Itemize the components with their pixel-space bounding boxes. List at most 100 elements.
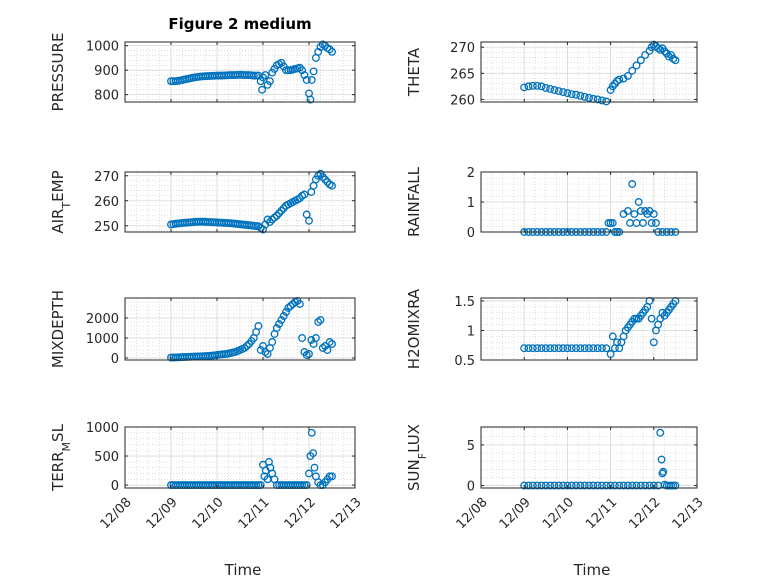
data-point [546, 481, 555, 490]
data-point [219, 71, 228, 80]
data-point [307, 76, 316, 84]
data-point [554, 481, 563, 490]
data-point [323, 346, 332, 354]
data-point [572, 344, 580, 353]
data-point [520, 344, 529, 353]
data-point [576, 91, 585, 100]
data-point [541, 481, 550, 490]
data-point [550, 86, 559, 94]
data-point [224, 71, 233, 80]
y-axis-label: TERRMSL [49, 423, 73, 492]
y-tick-label: 1000 [86, 332, 119, 347]
data-point [639, 219, 647, 227]
data-point [580, 92, 589, 101]
axes-box [124, 297, 356, 361]
data-point [298, 334, 307, 342]
data-point [310, 463, 319, 472]
data-point [554, 344, 563, 353]
data-point [295, 300, 304, 308]
data-point [669, 54, 678, 63]
data-point [580, 481, 589, 490]
data-point [559, 344, 568, 353]
x-tick-label: 12/13 [328, 495, 365, 532]
data-point [215, 350, 224, 359]
data-point [325, 45, 334, 54]
data-point [615, 75, 624, 84]
data-point [256, 346, 265, 354]
y-tick-label: 270 [450, 41, 475, 56]
data-point [272, 324, 281, 332]
data-point [242, 71, 251, 80]
data-point [593, 344, 602, 353]
data-point [272, 211, 281, 220]
y-tick-label: 2 [467, 166, 475, 181]
data-point [524, 481, 533, 490]
data-point [580, 344, 589, 353]
data-point [192, 73, 201, 82]
data-series [167, 297, 336, 362]
data-point [173, 76, 182, 85]
data-point [282, 308, 290, 316]
y-axis-label: RAINFALL [405, 166, 423, 237]
data-point [206, 351, 215, 360]
data-point [323, 178, 332, 186]
data-point [559, 88, 568, 97]
y-tick-label: 0 [111, 352, 119, 367]
data-point [173, 219, 182, 228]
y-axis-label: PRESSURE [49, 33, 67, 112]
data-point [649, 210, 658, 218]
data-point [537, 481, 546, 490]
data-point [265, 77, 274, 86]
data-point [306, 95, 315, 104]
data-point [533, 344, 542, 353]
axes-box [124, 41, 356, 103]
data-point [196, 72, 205, 81]
data-point [652, 219, 660, 227]
data-point [645, 481, 654, 490]
data-point [630, 210, 639, 218]
data-point [647, 314, 656, 323]
y-axis-label: THETA [405, 47, 423, 97]
data-point [550, 344, 559, 353]
y-axis-label: MIXDEPTH [49, 290, 67, 368]
y-tick-label: 900 [94, 64, 119, 79]
data-point [520, 481, 529, 490]
data-point [238, 70, 247, 79]
data-point [270, 213, 279, 222]
y-tick-label: 260 [450, 93, 475, 108]
data-point [256, 223, 265, 232]
data-point [546, 344, 555, 353]
y-tick-label: 270 [94, 170, 119, 185]
figure-title: Figure 2 medium [168, 15, 311, 33]
data-point [608, 332, 617, 341]
data-point [252, 222, 261, 230]
y-tick-label: 1 [467, 324, 475, 339]
data-point [328, 47, 336, 56]
data-point [169, 353, 178, 362]
data-point [628, 481, 637, 490]
data-point [286, 302, 295, 310]
data-series [520, 40, 680, 106]
data-point [537, 344, 546, 353]
data-point [224, 219, 233, 228]
data-point [528, 481, 537, 490]
axes-box [124, 426, 356, 489]
data-point [563, 89, 572, 98]
data-point [563, 344, 572, 353]
data-point [328, 472, 336, 481]
data-point [593, 481, 602, 490]
data-point [328, 181, 336, 190]
data-point [178, 219, 187, 227]
data-point [277, 206, 286, 215]
data-point [524, 82, 533, 91]
data-point [215, 71, 224, 80]
data-point [559, 481, 568, 490]
data-point [602, 481, 611, 490]
x-tick-label: 12/09 [144, 495, 181, 532]
data-point [261, 348, 270, 356]
x-tick-label: 12/11 [583, 495, 620, 532]
y-tick-label: 1000 [86, 40, 119, 55]
data-point [309, 67, 318, 76]
data-point [606, 481, 615, 490]
axes-box [124, 171, 356, 233]
